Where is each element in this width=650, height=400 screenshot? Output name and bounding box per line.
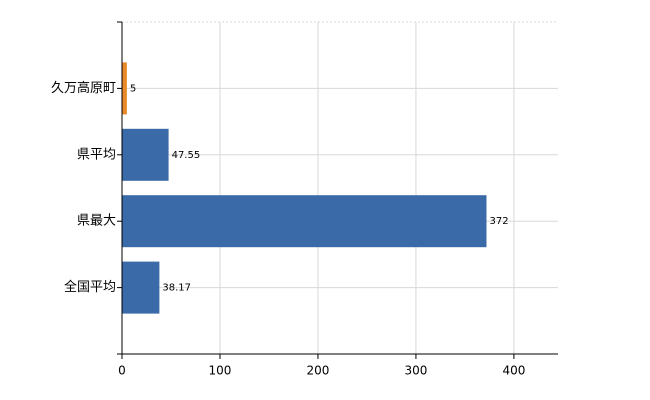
- bar: [122, 128, 169, 181]
- x-tick-label: 100: [209, 364, 232, 378]
- x-tick-label: 300: [404, 364, 427, 378]
- value-label: 5: [130, 83, 136, 94]
- y-tick-label: 全国平均: [64, 279, 116, 295]
- x-tick-label: 400: [502, 364, 525, 378]
- bar: [122, 261, 160, 314]
- bar: [122, 195, 487, 248]
- x-tick-label: 200: [307, 364, 330, 378]
- y-tick-label: 県平均: [77, 147, 116, 162]
- value-label: 372: [489, 216, 508, 227]
- x-tick-label: 0: [118, 364, 126, 378]
- y-tick-label: 県最大: [77, 214, 116, 229]
- value-label: 38.17: [162, 283, 191, 294]
- bar: [122, 62, 127, 115]
- y-tick-label: 久万高原町: [51, 80, 116, 96]
- value-label: 47.55: [172, 150, 201, 161]
